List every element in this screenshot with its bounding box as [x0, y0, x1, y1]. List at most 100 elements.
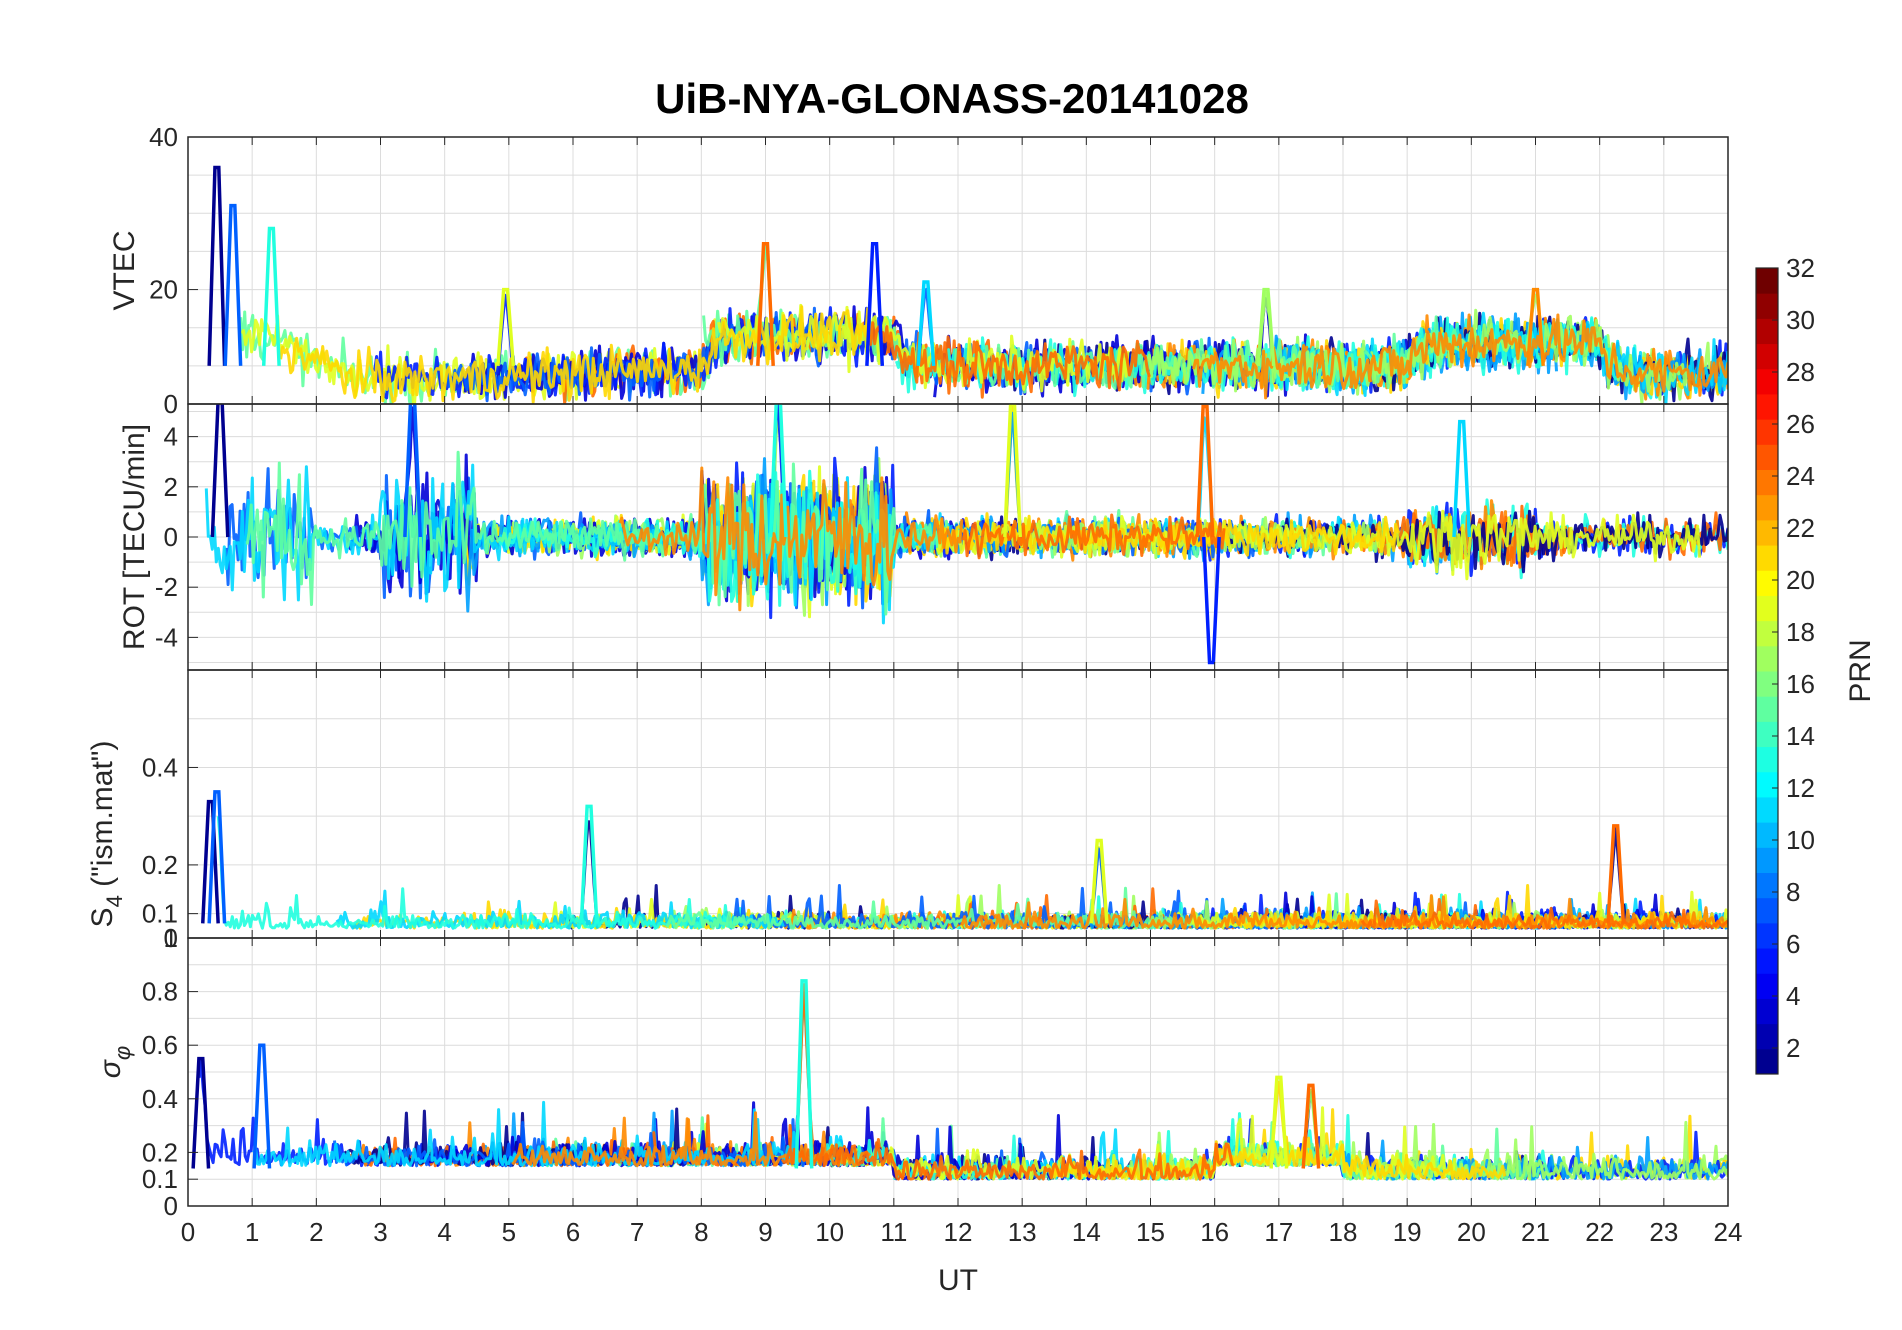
x-tick-label: 17 [1264, 1217, 1293, 1247]
colorbar-swatch [1756, 771, 1778, 798]
x-tick-label: 0 [181, 1217, 195, 1247]
colorbar-swatch [1756, 570, 1778, 596]
colorbar-tick-label: 14 [1786, 721, 1815, 751]
colorbar-swatch [1756, 796, 1778, 823]
colorbar-tick-label: 10 [1786, 825, 1815, 855]
colorbar-swatch [1756, 620, 1778, 647]
colorbar-tick-label: 22 [1786, 513, 1815, 543]
colorbar-swatch [1756, 721, 1778, 748]
feature-peak [1195, 404, 1215, 538]
colorbar-swatch [1756, 494, 1778, 521]
y-tick-label: 1 [164, 923, 178, 953]
colorbar-tick-label: 24 [1786, 461, 1815, 491]
y-tick-label: 0 [164, 522, 178, 552]
y-tick-label: -4 [155, 622, 178, 652]
colorbar-swatch [1756, 872, 1778, 899]
feature-peak [207, 790, 227, 924]
series-line [717, 303, 1130, 393]
x-tick-label: 2 [309, 1217, 323, 1247]
y-tick-label: 0.8 [142, 977, 178, 1007]
y-tick-label: 4 [164, 422, 178, 452]
feature-peak [768, 404, 788, 538]
colorbar-swatch [1756, 268, 1778, 294]
feature-peak [252, 1043, 272, 1169]
x-tick-label: 3 [373, 1217, 387, 1247]
colorbar-swatch [1756, 469, 1778, 496]
x-tick-label: 9 [758, 1217, 772, 1247]
feature-peak [1301, 1083, 1321, 1169]
x-tick-label: 11 [880, 1217, 907, 1247]
y-tick-label: -2 [155, 572, 178, 602]
y-axis-label: ROT [TECU/min] [118, 424, 151, 650]
colorbar-tick-label: 18 [1786, 617, 1815, 647]
x-tick-label: 20 [1457, 1217, 1486, 1247]
chart-title: UiB-NYA-GLONASS-20141028 [655, 75, 1249, 122]
panel-1: 20 40 VTEC [108, 122, 1729, 405]
series-line [216, 816, 745, 930]
colorbar-swatch [1756, 293, 1778, 319]
colorbar-tick-label: 28 [1786, 357, 1815, 387]
x-tick-label: 15 [1136, 1217, 1165, 1247]
colorbar-swatch [1756, 746, 1778, 773]
colorbar-swatch [1756, 998, 1778, 1025]
feature-peak [191, 1056, 211, 1169]
series-line [1360, 899, 1728, 930]
y-tick-label: 0 [164, 923, 178, 953]
colorbar-swatch [1756, 519, 1778, 546]
x-tick-label: 6 [566, 1217, 580, 1247]
colorbar-swatch [1756, 545, 1778, 571]
y-tick-label: 0.4 [142, 752, 178, 782]
colorbar-tick-label: 20 [1786, 565, 1815, 595]
series-line [960, 894, 1728, 930]
series-line [665, 897, 1210, 930]
y-axis-label: S4 ("ism.mat") [86, 741, 127, 928]
feature-peak [403, 404, 423, 538]
colorbar-swatch [1756, 847, 1778, 873]
x-tick-label: 7 [630, 1217, 644, 1247]
x-tick-label: 13 [1008, 1217, 1037, 1247]
colorbar-swatch [1756, 696, 1778, 722]
y-axis-label: VTEC [108, 230, 141, 310]
feature-peak [223, 203, 243, 366]
colorbar-swatch [1756, 671, 1778, 697]
feature-peak [1202, 536, 1221, 665]
colorbar-swatch [1756, 318, 1778, 345]
feature-peak [261, 226, 281, 366]
colorbar-swatch [1756, 444, 1778, 470]
x-tick-label: 22 [1585, 1217, 1614, 1247]
colorbar-tick-label: 26 [1786, 409, 1815, 439]
colorbar-swatch [1756, 419, 1778, 445]
y-tick-label: 40 [149, 122, 178, 152]
series-group [204, 404, 1728, 665]
series-line [1192, 313, 1728, 400]
y-tick-label: 20 [149, 275, 178, 305]
feature-peak [1269, 1075, 1289, 1169]
y-tick-label: 0.2 [142, 850, 178, 880]
colorbar-swatch [1756, 645, 1778, 672]
y-tick-label: 0 [164, 1191, 178, 1221]
series-group [201, 790, 1728, 930]
series-line [1227, 884, 1728, 930]
colorbar-tick-label: 4 [1786, 981, 1800, 1011]
x-tick-label: 16 [1200, 1217, 1229, 1247]
colorbar-swatch [1756, 922, 1778, 949]
x-tick-label: 24 [1714, 1217, 1743, 1247]
panel-3: 0.1 0.2 0.4 0 S4 ("ism.mat") [86, 669, 1729, 953]
colorbar-swatch [1756, 822, 1778, 848]
x-tick-label: 12 [944, 1217, 973, 1247]
x-tick-label: 1 [245, 1217, 259, 1247]
series-group [191, 979, 1728, 1181]
colorbar-tick-label: 30 [1786, 305, 1815, 335]
series-line [279, 305, 870, 404]
y-tick-label: 0.1 [142, 899, 178, 929]
y-tick-label: 0.4 [142, 1084, 178, 1114]
y-axis-label: σφ [94, 1046, 135, 1078]
colorbar-tick-label: 6 [1786, 929, 1800, 959]
feature-peak [1256, 287, 1276, 366]
feature-peak [207, 165, 227, 366]
feature-peak [1606, 824, 1626, 924]
x-tick-label: 18 [1329, 1217, 1358, 1247]
